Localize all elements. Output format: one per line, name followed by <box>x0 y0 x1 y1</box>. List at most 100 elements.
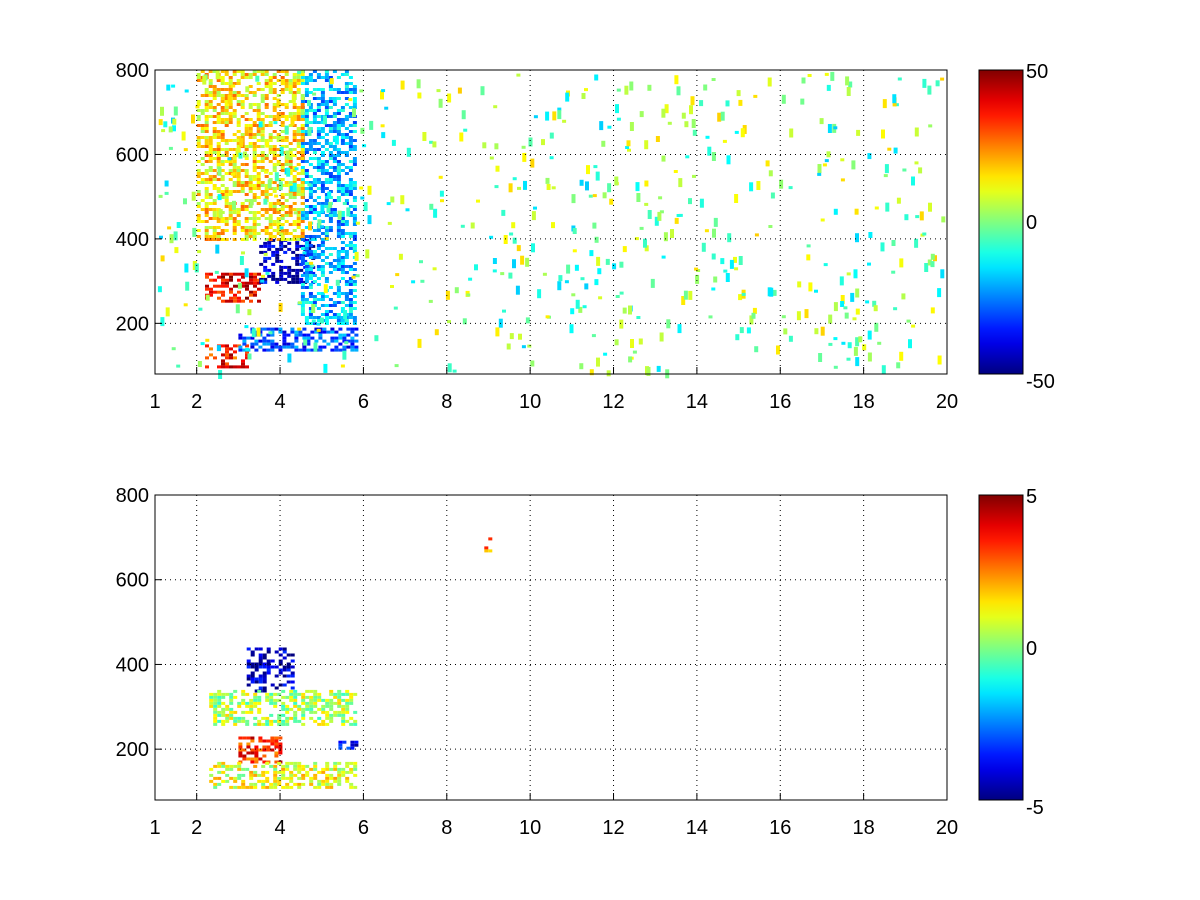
heatmap-cell <box>340 277 345 280</box>
heatmap-cell <box>720 111 725 121</box>
heatmap-cell <box>324 148 329 151</box>
heatmap-cell <box>263 259 268 263</box>
heatmap-cell <box>292 154 297 157</box>
heatmap-cell <box>244 205 249 208</box>
heatmap-cell <box>253 782 258 786</box>
heatmap-cell <box>840 178 845 182</box>
heatmap-cell <box>332 103 337 106</box>
heatmap-cell <box>296 79 301 82</box>
heatmap-cell <box>268 124 273 127</box>
heatmap-cell <box>739 327 744 334</box>
heatmap-cell <box>256 166 261 169</box>
heatmap-cell <box>344 280 349 283</box>
heatmap-cell <box>336 97 341 100</box>
heatmap-cell <box>901 293 906 300</box>
heatmap-cell <box>300 157 305 160</box>
heatmap-cell <box>265 692 270 696</box>
heatmap-cell <box>316 214 321 217</box>
heatmap-cell <box>268 193 273 196</box>
heatmap-cell <box>781 94 786 104</box>
heatmap-cell <box>285 150 290 160</box>
x-tick-label: 8 <box>441 817 452 839</box>
heatmap-cell <box>284 232 289 235</box>
heatmap-cell <box>296 208 301 211</box>
heatmap-cell <box>216 151 221 154</box>
heatmap-cell <box>329 689 334 693</box>
heatmap-cell <box>348 136 353 139</box>
heatmap-cell <box>395 273 400 277</box>
heatmap-cell <box>232 91 237 94</box>
heatmap-cell <box>586 165 590 175</box>
heatmap-cell <box>272 187 277 190</box>
heatmap-cell <box>262 677 267 681</box>
heatmap-cell <box>213 764 218 768</box>
heatmap-cell <box>282 668 287 672</box>
heatmap-cell <box>228 91 233 94</box>
heatmap-cell <box>200 199 205 202</box>
heatmap-cell <box>308 271 313 274</box>
heatmap-cell <box>488 537 493 541</box>
heatmap-cell <box>224 217 229 220</box>
heatmap-cell <box>216 115 221 118</box>
heatmap-cell <box>288 148 293 151</box>
heatmap-cell <box>225 356 229 360</box>
heatmap-cell <box>245 785 250 789</box>
heatmap-cell <box>268 202 273 205</box>
heatmap-cell <box>216 103 221 106</box>
heatmap-cell <box>253 290 257 294</box>
heatmap-cell <box>320 94 325 97</box>
heatmap-cell <box>278 742 283 746</box>
heatmap-cell <box>196 229 201 232</box>
heatmap-cell <box>229 278 233 282</box>
heatmap-cell <box>678 213 683 217</box>
heatmap-cell <box>184 263 189 273</box>
heatmap-cell <box>196 115 201 118</box>
heatmap-cell <box>312 205 317 208</box>
heatmap-cell <box>209 698 214 702</box>
heatmap-cell <box>348 193 353 196</box>
heatmap-cell <box>220 70 225 73</box>
heatmap-cell <box>308 148 313 151</box>
heatmap-cell <box>348 148 353 151</box>
heatmap-cell <box>317 785 322 789</box>
heatmap-cell <box>288 208 293 211</box>
x-tick-label: 2 <box>191 817 202 839</box>
heatmap-cell <box>271 238 276 242</box>
heatmap-cell <box>336 229 341 232</box>
heatmap-cell <box>282 674 287 678</box>
heatmap-cell <box>292 196 297 199</box>
heatmap-cell <box>269 695 274 699</box>
heatmap-cell <box>384 106 389 110</box>
heatmap-cell <box>320 130 325 133</box>
heatmap-cell <box>209 692 214 696</box>
heatmap-cell <box>244 172 249 175</box>
heatmap-cell <box>280 214 285 217</box>
heatmap-cell <box>328 201 333 208</box>
x-tick-label: 6 <box>358 391 369 413</box>
heatmap-cell <box>336 187 341 190</box>
heatmap-cell <box>296 220 301 223</box>
heatmap-cell <box>264 187 269 190</box>
heatmap-cell <box>216 154 221 157</box>
heatmap-cell <box>516 245 521 252</box>
heatmap-cell <box>224 73 229 76</box>
heatmap-cell <box>196 139 201 142</box>
heatmap-cell <box>279 274 284 278</box>
heatmap-cell <box>273 770 278 774</box>
heatmap-cell <box>238 152 243 159</box>
heatmap-cell <box>267 268 272 272</box>
heatmap-cell <box>299 280 304 284</box>
heatmap-cell <box>828 314 833 324</box>
heatmap-cell <box>313 767 318 771</box>
heatmap-cell <box>432 141 437 148</box>
heatmap-cell <box>252 214 257 217</box>
heatmap-cell <box>252 169 257 172</box>
heatmap-cell <box>847 342 852 349</box>
heatmap-cell <box>244 199 249 202</box>
heatmap-cell <box>308 238 313 241</box>
heatmap-cell <box>308 163 313 166</box>
heatmap-cell <box>416 79 421 89</box>
heatmap-cell <box>615 104 619 114</box>
heatmap-cell <box>204 151 209 154</box>
